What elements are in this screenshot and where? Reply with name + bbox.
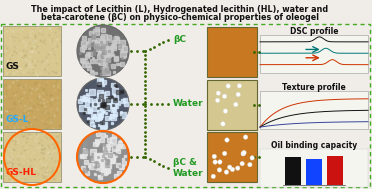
Text: Texture profile: Texture profile [282,83,346,92]
Text: GS: GS [6,62,20,71]
FancyBboxPatch shape [3,79,61,129]
Text: DSC profile: DSC profile [290,27,338,36]
Circle shape [225,138,229,142]
FancyBboxPatch shape [327,156,343,185]
Circle shape [223,109,228,113]
Circle shape [224,170,229,174]
Circle shape [230,167,235,172]
Circle shape [218,160,222,164]
FancyBboxPatch shape [260,35,368,73]
Text: beta-carotene (βC) on physico-chemical properties of oleogel: beta-carotene (βC) on physico-chemical p… [41,13,319,22]
Circle shape [235,166,240,170]
Circle shape [248,162,252,167]
Text: Water: Water [173,99,203,108]
Circle shape [240,161,244,166]
Circle shape [222,94,227,98]
FancyBboxPatch shape [3,26,61,76]
Circle shape [212,154,217,159]
Circle shape [77,131,129,183]
Circle shape [77,25,129,77]
Circle shape [236,92,240,97]
Circle shape [243,135,248,139]
Circle shape [228,165,232,169]
Circle shape [242,150,246,155]
FancyBboxPatch shape [3,132,61,182]
Circle shape [222,151,227,156]
FancyBboxPatch shape [260,91,368,129]
FancyBboxPatch shape [207,80,257,130]
Text: βC &
Water: βC & Water [173,158,203,178]
Text: Oil binding capacity: Oil binding capacity [271,141,357,150]
Circle shape [213,160,217,164]
Circle shape [216,91,221,95]
FancyBboxPatch shape [207,27,257,77]
FancyBboxPatch shape [260,149,368,187]
Circle shape [250,156,254,160]
Circle shape [237,84,241,88]
Text: GS-HL: GS-HL [6,168,37,177]
FancyBboxPatch shape [306,159,322,185]
Circle shape [221,122,225,126]
Text: The impact of Lecithin (L), Hydrogenated lecithin (HL), water and: The impact of Lecithin (L), Hydrogenated… [32,5,328,14]
Circle shape [211,174,215,179]
Circle shape [226,84,230,88]
Circle shape [241,151,245,156]
FancyBboxPatch shape [285,156,301,185]
Circle shape [217,168,222,172]
Circle shape [241,152,246,156]
Text: βC: βC [173,36,186,44]
Circle shape [215,98,220,102]
Circle shape [77,78,129,130]
FancyBboxPatch shape [207,132,257,182]
Circle shape [234,102,238,107]
Text: GS-L: GS-L [6,115,29,124]
